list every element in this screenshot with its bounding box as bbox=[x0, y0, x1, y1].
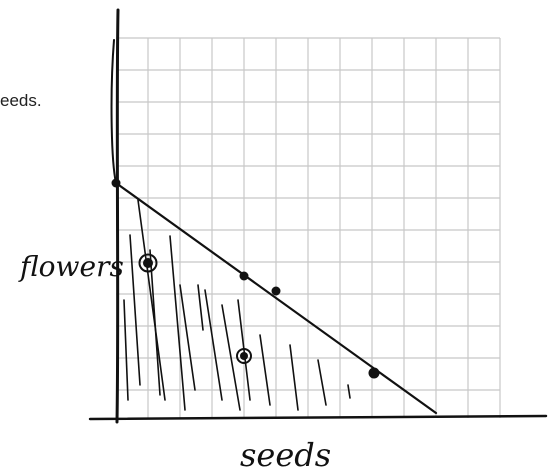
grid bbox=[116, 37, 501, 418]
x-axis-label: seeds bbox=[240, 436, 331, 474]
hatching bbox=[123, 199, 351, 411]
points bbox=[111, 178, 380, 379]
axes bbox=[88, 8, 548, 424]
y-axis-label: flowers bbox=[18, 250, 124, 283]
cut-off-text: eeds. bbox=[0, 91, 42, 110]
constraint-line bbox=[114, 181, 438, 415]
